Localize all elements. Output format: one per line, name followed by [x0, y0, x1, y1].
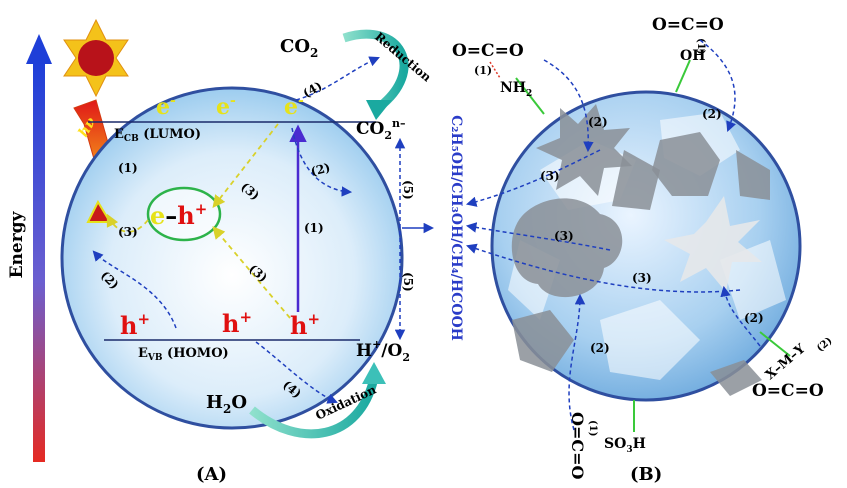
step-label: (2) — [588, 115, 608, 129]
step-label: (5) — [401, 180, 415, 200]
group-bottom-co2: O=C=O — [568, 412, 587, 479]
hole-2: h+ — [222, 308, 252, 338]
linker-top — [675, 59, 691, 93]
electron-3: e- — [284, 93, 304, 120]
step-label: (2) — [590, 341, 610, 355]
triangle-icon — [86, 199, 112, 223]
diffusion-path — [568, 293, 586, 431]
step-label: (3) — [540, 169, 560, 183]
hole-3: h+ — [290, 310, 320, 340]
products-label: C₂H₅OH/CH₃OH/CH₄/HCOOH — [448, 115, 464, 341]
diffusion-path — [720, 285, 761, 347]
reduction-arrow — [342, 29, 409, 112]
step-label: (3) — [632, 271, 652, 285]
diffusion-path — [466, 243, 741, 293]
group-top-oh: OH — [680, 48, 705, 64]
oxidation-arrow-head — [362, 362, 386, 384]
panel-a: Energy hν ECB (LUMO) EVB (HOMO) e- e- e-… — [7, 18, 464, 485]
step-label: (1) — [304, 221, 324, 235]
electron-hole-pair-ring — [146, 186, 222, 242]
step-label: (2) — [744, 311, 764, 325]
star-pore — [664, 196, 762, 292]
hole-1: h+ — [120, 310, 150, 340]
linker-tl — [515, 77, 545, 115]
panel-a-label: (A) — [196, 464, 227, 485]
oxidation-transfer-arrow — [255, 341, 338, 404]
panel-b-label: (B) — [630, 464, 662, 485]
diffusion-path — [465, 222, 611, 251]
h2o-label: H2O — [206, 392, 247, 416]
co2-label: CO2 — [280, 36, 318, 60]
group-top-step: (1) — [695, 38, 706, 54]
sun-icon — [63, 18, 129, 98]
diffusion-path — [699, 39, 736, 132]
group-bottom-step: (1) — [587, 420, 598, 436]
group-tl-step: (1) — [474, 64, 492, 77]
step-label: (5) — [401, 272, 415, 292]
reduction-transfer-arrow — [295, 56, 380, 101]
group-right-xmy: X–M–Y — [763, 341, 809, 383]
energy-arrow — [26, 34, 52, 462]
diffusion-path — [543, 59, 594, 153]
group-top-co2: O=C=O — [652, 15, 724, 35]
step-label: (2) — [309, 160, 332, 179]
reduction-arrow-head — [366, 100, 392, 120]
recombination-arrow-vb — [92, 250, 177, 329]
group-tl-amine: NH2 — [500, 80, 532, 99]
step-label: (3) — [554, 229, 574, 243]
h-o2-label: H+/O2 — [356, 338, 410, 364]
step-label: (3) — [118, 225, 138, 239]
step-label: (1) — [118, 161, 138, 175]
linker-right — [759, 331, 791, 357]
vb-label: EVB (HOMO) — [138, 346, 229, 363]
energy-axis-label: Energy — [7, 210, 27, 278]
diffusion-path — [465, 149, 601, 207]
pore-shapes — [511, 104, 770, 396]
step-label: (2) — [702, 107, 722, 121]
transfer-arrow-2 — [212, 226, 291, 319]
group-right-co2: O=C=O — [752, 381, 824, 401]
group-right-step: (2) — [815, 335, 835, 354]
panel-b: O=C=O (1) NH2 O=C=O (1) OH O=C=O (1) SO3… — [452, 15, 835, 485]
semiconductor-sphere — [60, 86, 404, 430]
group-tl-co2: O=C=O — [452, 41, 524, 61]
electron-2: e- — [216, 93, 236, 120]
co2n-label: CO2n– — [356, 117, 406, 142]
electron-hole-pair: e–h+ — [150, 200, 207, 230]
oxidation-arrow — [249, 376, 379, 439]
group-bottom-so3h: SO3H — [604, 436, 646, 455]
cb-label: ECB (LUMO) — [114, 127, 201, 144]
electron-1: e- — [156, 93, 176, 120]
transfer-arrow-3 — [106, 213, 149, 233]
bond-dash — [489, 61, 501, 79]
recombination-arrow-cb — [291, 127, 353, 197]
